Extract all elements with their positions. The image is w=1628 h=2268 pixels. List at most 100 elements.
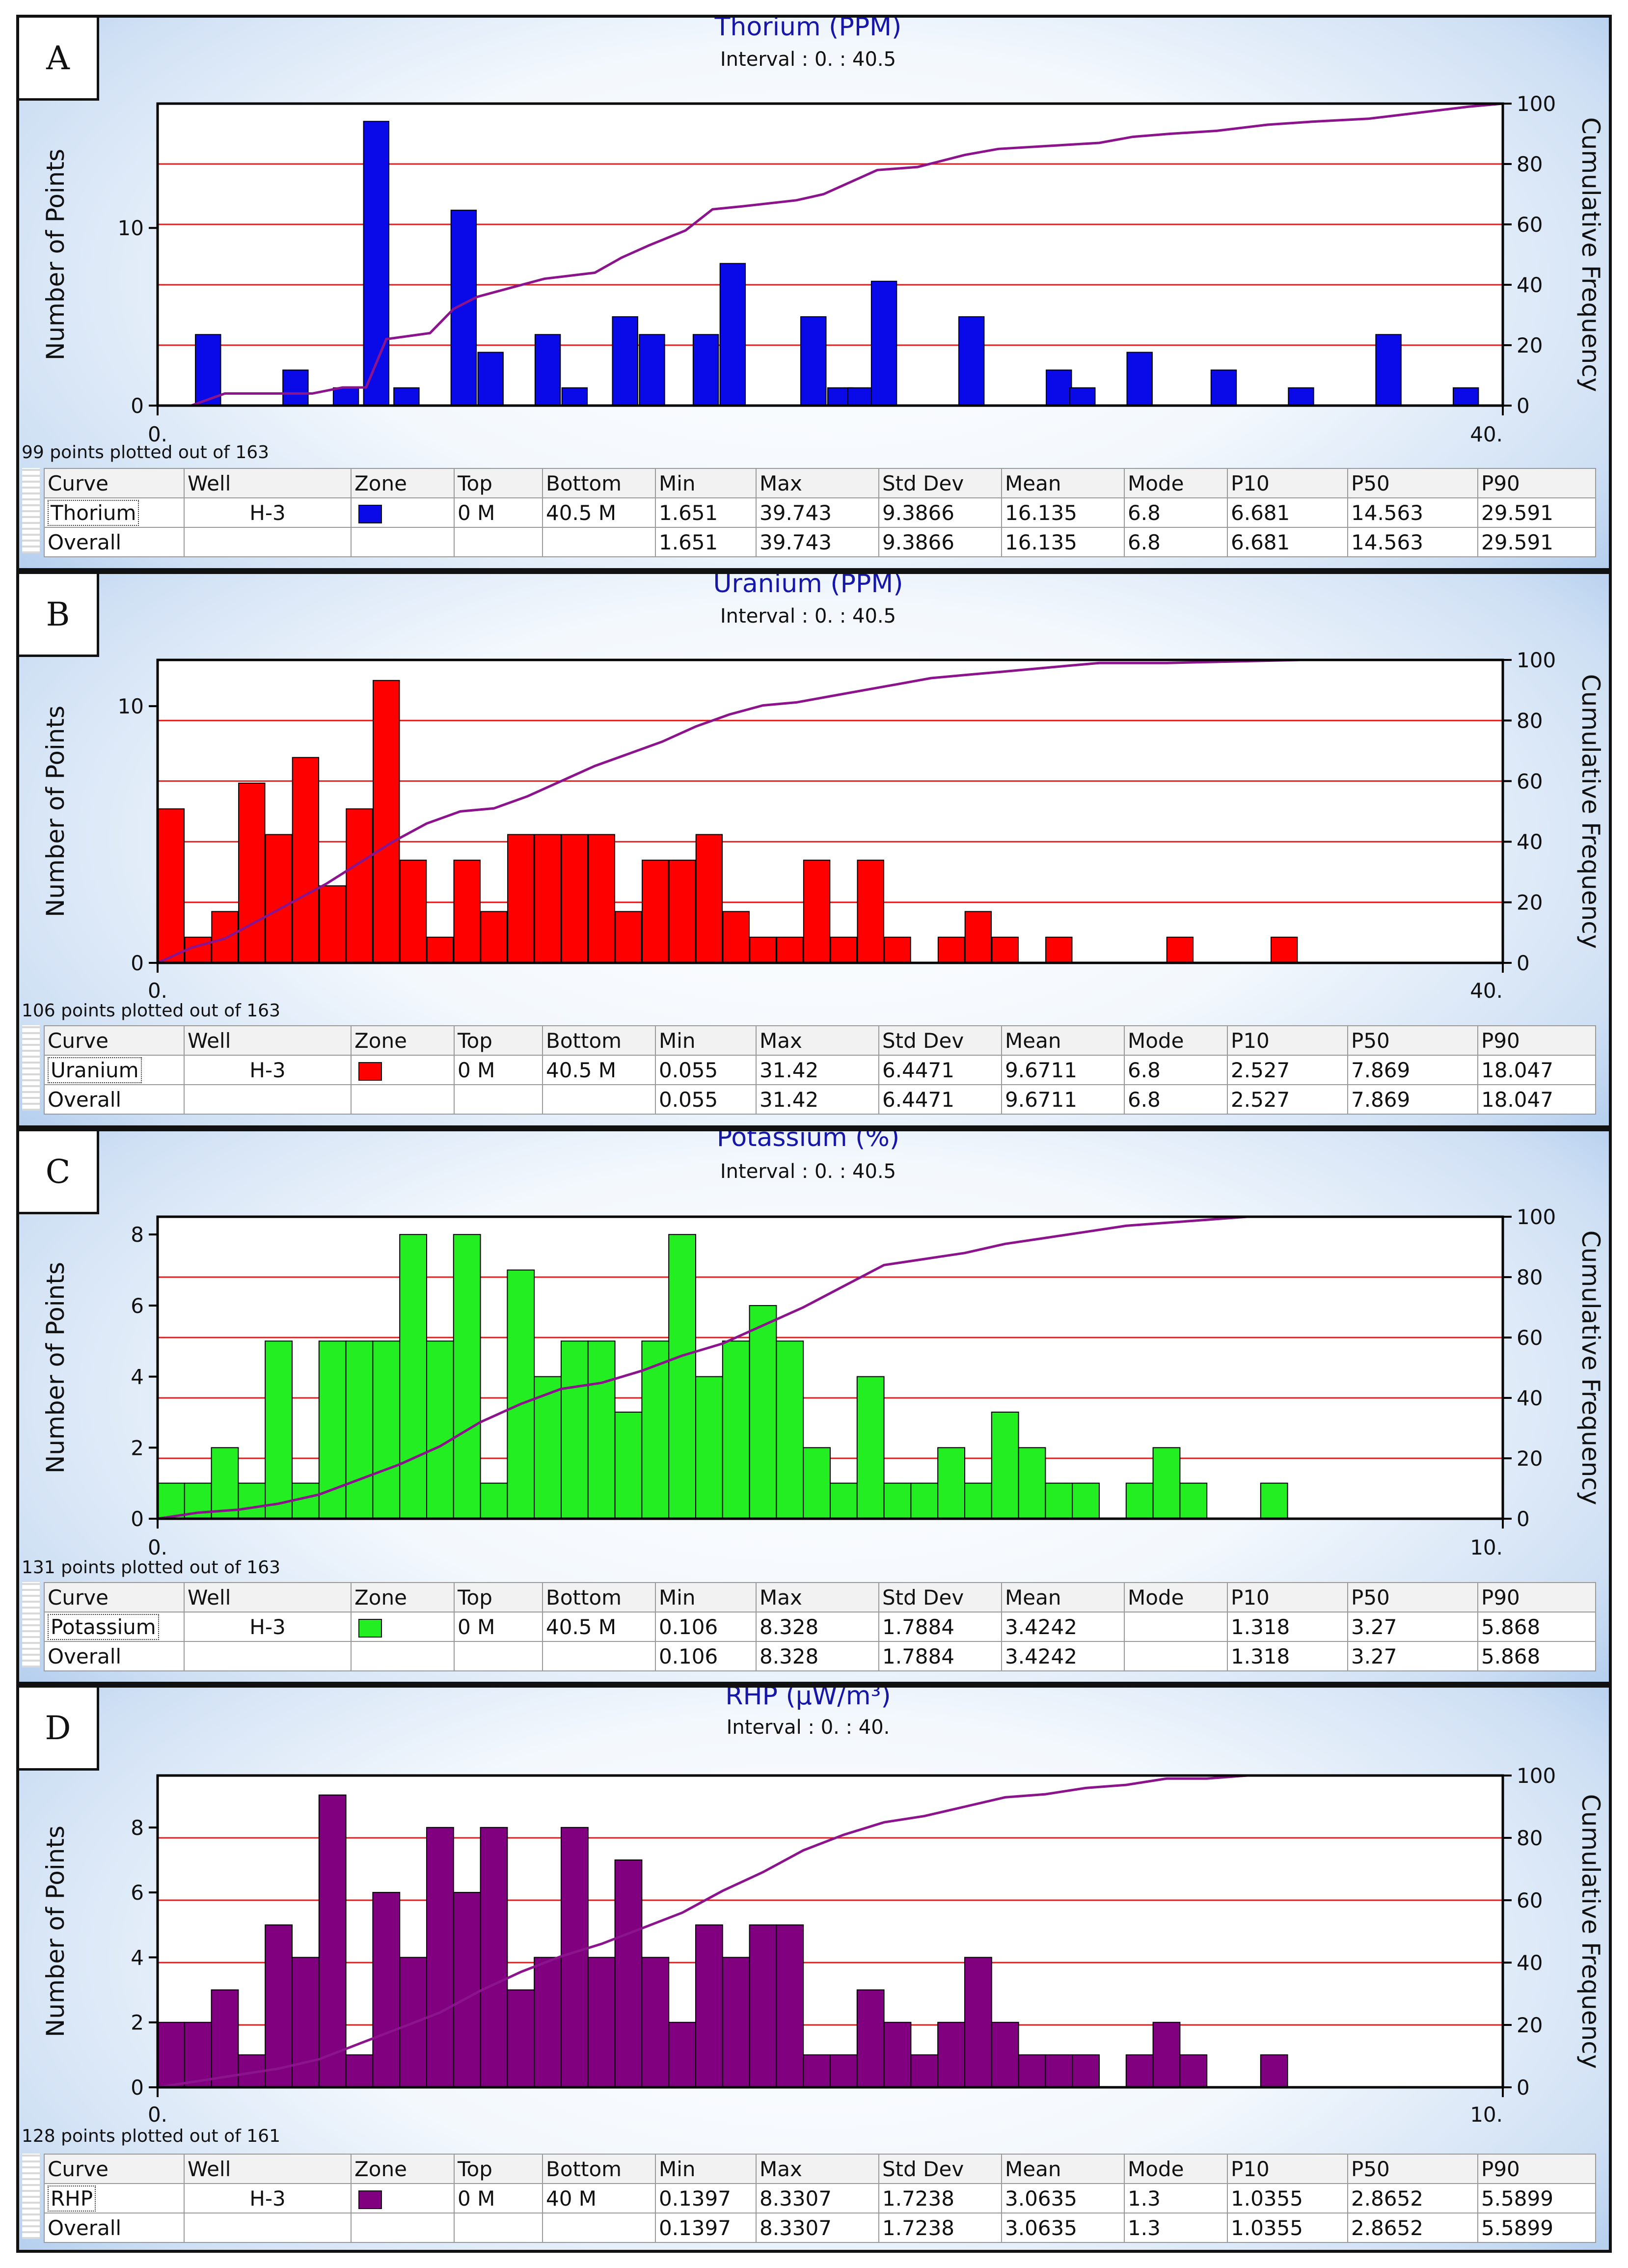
- header-zone[interactable]: Zone: [351, 1025, 455, 1056]
- header-p90[interactable]: P90: [1477, 1025, 1596, 1056]
- header-bottom[interactable]: Bottom: [542, 1582, 656, 1612]
- header-curve[interactable]: Curve: [44, 2154, 185, 2184]
- cell-top: [454, 2213, 543, 2243]
- cumulative-frequency-line: [190, 102, 1503, 407]
- header-curve[interactable]: Curve: [44, 468, 185, 498]
- header-well[interactable]: Well: [184, 1025, 352, 1056]
- header-p10[interactable]: P10: [1227, 1025, 1348, 1056]
- header-well[interactable]: Well: [184, 468, 352, 498]
- y2-tick-label: 0: [1517, 2076, 1530, 2100]
- cell-mode: 1.3: [1124, 2183, 1228, 2213]
- header-curve[interactable]: Curve: [44, 1582, 185, 1612]
- header-mode[interactable]: Mode: [1124, 468, 1228, 498]
- chart-panel-b: B 0 10 0 20 40 60 80 100 0. 40. Uranium (PPM) Interv…: [16, 571, 1612, 1128]
- histogram-bar: [776, 1924, 804, 2088]
- header-bottom[interactable]: Bottom: [542, 1025, 656, 1056]
- curve-name-box[interactable]: Uranium: [48, 1057, 142, 1083]
- header-top[interactable]: Top: [454, 1582, 543, 1612]
- histogram-bar: [534, 1376, 562, 1520]
- header-top[interactable]: Top: [454, 1025, 543, 1056]
- header-top[interactable]: Top: [454, 2154, 543, 2184]
- cell-p10: 6.681: [1227, 497, 1348, 528]
- header-std-dev[interactable]: Std Dev: [878, 2154, 1002, 2184]
- header-min[interactable]: Min: [655, 468, 757, 498]
- y2-axis-label: Cumulative Frequency: [1576, 117, 1605, 392]
- header-mode[interactable]: Mode: [1124, 1582, 1228, 1612]
- cell-min: 1.651: [655, 497, 757, 528]
- table-grip[interactable]: [22, 2154, 40, 2239]
- histogram-bar: [561, 1340, 589, 1519]
- header-min[interactable]: Min: [655, 2154, 757, 2184]
- header-p10[interactable]: P10: [1227, 1582, 1348, 1612]
- x-tick-label: 40.: [1470, 979, 1503, 1003]
- histogram-bar: [830, 936, 858, 963]
- header-curve[interactable]: Curve: [44, 1025, 185, 1056]
- header-bottom[interactable]: Bottom: [542, 2154, 656, 2184]
- cell-max: 39.743: [756, 527, 879, 557]
- plot-area: [158, 104, 1503, 406]
- header-mean[interactable]: Mean: [1001, 1025, 1125, 1056]
- panel-letter: C: [19, 1131, 99, 1214]
- header-p90[interactable]: P90: [1477, 1582, 1596, 1612]
- header-zone[interactable]: Zone: [351, 2154, 455, 2184]
- histogram-bar: [692, 334, 719, 406]
- header-zone[interactable]: Zone: [351, 468, 455, 498]
- histogram-bar: [639, 334, 665, 406]
- header-max[interactable]: Max: [756, 1582, 879, 1612]
- curve-name-box[interactable]: Potassium: [48, 1613, 159, 1640]
- header-std-dev[interactable]: Std Dev: [878, 1025, 1002, 1056]
- cell-max: 8.3307: [756, 2183, 879, 2213]
- header-mean[interactable]: Mean: [1001, 468, 1125, 498]
- y2-tick-label: 100: [1517, 648, 1556, 672]
- cell-p10: 2.527: [1227, 1084, 1348, 1115]
- header-well[interactable]: Well: [184, 1582, 352, 1612]
- header-p90[interactable]: P90: [1477, 2154, 1596, 2184]
- curve-name-box[interactable]: Thorium: [48, 499, 139, 526]
- header-p50[interactable]: P50: [1347, 2154, 1478, 2184]
- header-min[interactable]: Min: [655, 1025, 757, 1056]
- histogram-bar: [426, 1827, 454, 2088]
- y-tick-label: 0: [131, 951, 144, 975]
- table-grip[interactable]: [22, 1582, 40, 1667]
- header-p10[interactable]: P10: [1227, 2154, 1348, 2184]
- histogram-bar: [211, 1989, 239, 2088]
- histogram-bar: [211, 911, 239, 964]
- header-mode[interactable]: Mode: [1124, 2154, 1228, 2184]
- cell-bottom: 40.5 M: [542, 1055, 656, 1085]
- header-p90[interactable]: P90: [1477, 468, 1596, 498]
- header-top[interactable]: Top: [454, 468, 543, 498]
- header-p50[interactable]: P50: [1347, 1582, 1478, 1612]
- header-mean[interactable]: Mean: [1001, 2154, 1125, 2184]
- y2-tick-label: 20: [1517, 333, 1543, 357]
- curve-name-box[interactable]: RHP: [48, 2185, 96, 2212]
- header-max[interactable]: Max: [756, 468, 879, 498]
- histogram-bar: [695, 1376, 723, 1520]
- header-p50[interactable]: P50: [1347, 1025, 1478, 1056]
- y-tick-label: 10: [118, 216, 144, 240]
- header-mode[interactable]: Mode: [1124, 1025, 1228, 1056]
- header-std-dev[interactable]: Std Dev: [878, 468, 1002, 498]
- y2-tick-label: 100: [1517, 1764, 1556, 1788]
- header-mean[interactable]: Mean: [1001, 1582, 1125, 1612]
- header-p50[interactable]: P50: [1347, 468, 1478, 498]
- header-bottom[interactable]: Bottom: [542, 468, 656, 498]
- cell-well: H-3: [184, 1055, 352, 1085]
- y2-tick-label: 60: [1517, 1888, 1543, 1913]
- header-well[interactable]: Well: [184, 2154, 352, 2184]
- panel-letter: D: [19, 1688, 99, 1771]
- chart-title: Thorium (PPM): [714, 18, 902, 42]
- histogram-bar: [910, 1482, 939, 1520]
- histogram-bar: [184, 2022, 212, 2088]
- table-grip[interactable]: [22, 1025, 40, 1111]
- header-max[interactable]: Max: [756, 2154, 879, 2184]
- histogram-bar: [480, 1482, 508, 1520]
- header-std-dev[interactable]: Std Dev: [878, 1582, 1002, 1612]
- header-max[interactable]: Max: [756, 1025, 879, 1056]
- header-zone[interactable]: Zone: [351, 1582, 455, 1612]
- cell-p90: 18.047: [1477, 1084, 1596, 1115]
- header-min[interactable]: Min: [655, 1582, 757, 1612]
- header-p10[interactable]: P10: [1227, 468, 1348, 498]
- x-tick-label: 0.: [148, 1535, 167, 1559]
- y2-axis-label: Cumulative Frequency: [1576, 1794, 1605, 2069]
- table-grip[interactable]: [22, 468, 40, 553]
